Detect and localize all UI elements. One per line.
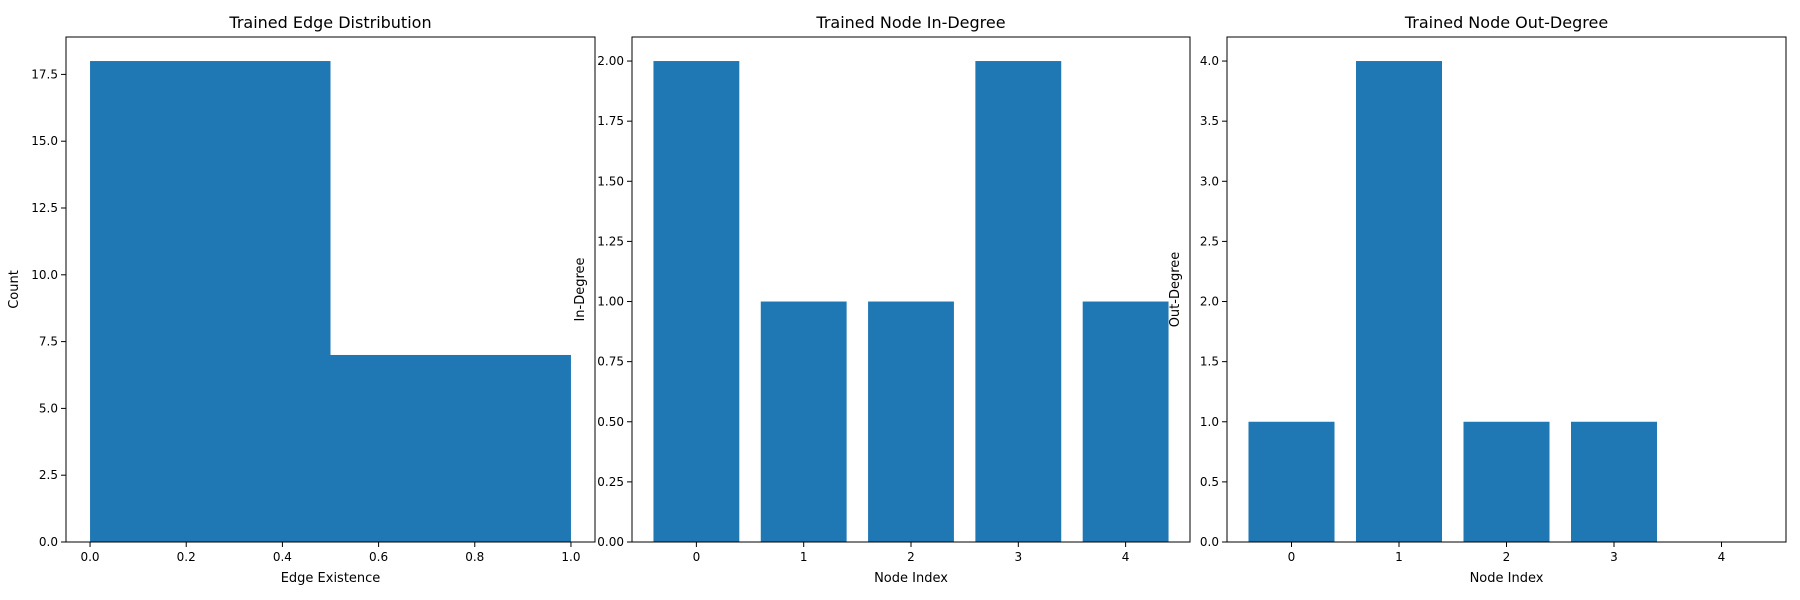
- y-tick-label: 5.0: [39, 401, 58, 415]
- y-tick-label: 0.25: [597, 475, 624, 489]
- histogram-bar-0: [90, 61, 331, 543]
- bar-node-3: [1571, 421, 1657, 542]
- x-tick-label: 3: [1014, 550, 1022, 564]
- chart-title: Trained Edge Distribution: [228, 13, 431, 32]
- bar-node-1: [760, 301, 847, 542]
- x-tick-label: 4: [1718, 550, 1726, 564]
- x-tick-label: 2: [1503, 550, 1511, 564]
- y-tick-label: 4.0: [1200, 54, 1219, 68]
- y-tick-label: 0.5: [1200, 475, 1219, 489]
- x-tick-label: 0.2: [177, 550, 196, 564]
- x-tick-label: 1: [800, 550, 808, 564]
- x-tick-label: 2: [907, 550, 915, 564]
- bar-node-2: [1463, 421, 1550, 542]
- x-axis-label: Edge Existence: [281, 571, 381, 586]
- chart-out-degree: Trained Node Out-Degree Node Index Out-D…: [1168, 13, 1787, 586]
- x-tick-label: 0: [1288, 550, 1296, 564]
- y-axis-label: Out-Degree: [1168, 252, 1183, 328]
- x-tick-label: 0.8: [465, 550, 484, 564]
- y-tick-label: 1.00: [597, 295, 624, 309]
- x-tick-label: 0.0: [80, 550, 99, 564]
- chart-title: Trained Node Out-Degree: [1404, 13, 1608, 32]
- y-tick-label: 3.5: [1200, 114, 1219, 128]
- chart-edge-distribution: Trained Edge Distribution Edge Existence…: [7, 13, 596, 586]
- y-tick-label: 2.5: [1200, 234, 1219, 248]
- y-tick-label: 3.0: [1200, 174, 1219, 188]
- plot-frame: [1226, 36, 1787, 543]
- plot-frame: [631, 36, 1191, 543]
- y-tick-label: 2.5: [39, 468, 58, 482]
- y-tick-label: 15.0: [31, 134, 58, 148]
- y-tick-label: 0.50: [597, 415, 624, 429]
- bar-node-2: [868, 301, 954, 542]
- y-tick-label: 1.5: [1200, 355, 1219, 369]
- bar-node-1: [1356, 61, 1442, 543]
- y-tick-label: 0.0: [1200, 535, 1219, 549]
- chart-in-degree: Trained Node In-Degree Node Index In-Deg…: [573, 13, 1191, 586]
- x-tick-label: 3: [1610, 550, 1618, 564]
- x-tick-label: 0.4: [273, 550, 292, 564]
- x-tick-label: 1.0: [561, 550, 580, 564]
- y-axis-label: In-Degree: [573, 257, 588, 321]
- x-axis-label: Node Index: [1470, 571, 1544, 586]
- x-tick-label: 0.6: [369, 550, 388, 564]
- bar-node-4: [1082, 301, 1169, 542]
- y-tick-label: 12.5: [31, 201, 58, 215]
- bar-node-0: [1248, 421, 1335, 542]
- bar-node-3: [975, 61, 1062, 543]
- plot-frame: [65, 36, 596, 543]
- chart-title: Trained Node In-Degree: [815, 13, 1005, 32]
- y-tick-label: 1.0: [1200, 415, 1219, 429]
- x-tick-label: 0: [693, 550, 701, 564]
- y-tick-label: 1.75: [597, 114, 624, 128]
- x-tick-label: 4: [1122, 550, 1130, 564]
- x-tick-label: 1: [1395, 550, 1403, 564]
- y-tick-label: 17.5: [31, 67, 58, 81]
- bar-node-0: [653, 61, 740, 543]
- y-tick-label: 7.5: [39, 335, 58, 349]
- y-tick-label: 0.0: [39, 535, 58, 549]
- y-tick-label: 1.50: [597, 174, 624, 188]
- y-axis-label: Count: [7, 270, 22, 309]
- histogram-bar-1: [330, 354, 571, 542]
- y-tick-label: 10.0: [31, 268, 58, 282]
- x-axis-label: Node Index: [874, 571, 948, 586]
- y-tick-label: 2.00: [597, 54, 624, 68]
- y-tick-label: 0.00: [597, 535, 624, 549]
- y-tick-label: 2.0: [1200, 295, 1219, 309]
- y-tick-label: 1.25: [597, 234, 624, 248]
- y-tick-label: 0.75: [597, 355, 624, 369]
